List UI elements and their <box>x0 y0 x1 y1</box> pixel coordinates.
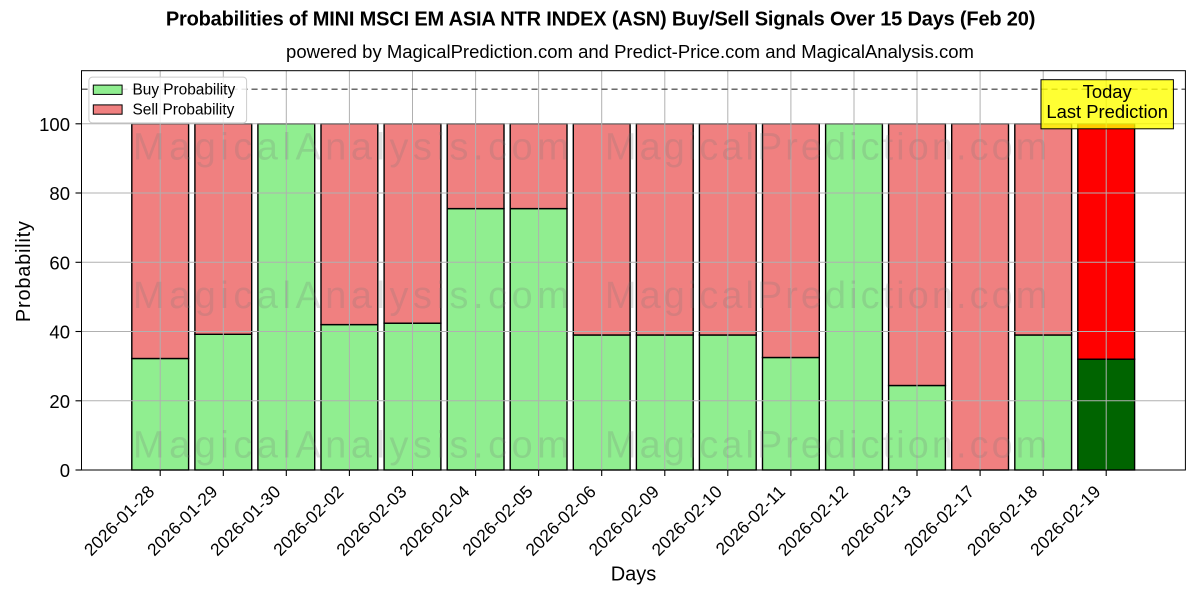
svg-text:40: 40 <box>49 322 70 343</box>
svg-text:20: 20 <box>49 391 70 412</box>
svg-text:MagicalPrediction.com: MagicalPrediction.com <box>605 127 1050 169</box>
svg-text:MagicalPrediction.com: MagicalPrediction.com <box>605 425 1050 467</box>
svg-text:Today: Today <box>1083 81 1133 102</box>
svg-text:Probabilities of MINI MSCI EM: Probabilities of MINI MSCI EM ASIA NTR I… <box>166 9 1035 31</box>
svg-text:Days: Days <box>611 564 657 586</box>
svg-text:Probability: Probability <box>13 220 35 322</box>
svg-text:Buy Probability: Buy Probability <box>133 82 236 99</box>
svg-text:MagicalAnalysis.com: MagicalAnalysis.com <box>133 425 573 467</box>
svg-text:Sell Probability: Sell Probability <box>133 102 235 119</box>
svg-text:Last Prediction: Last Prediction <box>1046 101 1168 122</box>
svg-text:100: 100 <box>39 114 70 135</box>
svg-text:80: 80 <box>49 183 70 204</box>
svg-text:60: 60 <box>49 252 70 273</box>
svg-text:MagicalPrediction.com: MagicalPrediction.com <box>605 275 1050 317</box>
svg-text:0: 0 <box>60 460 70 481</box>
svg-text:MagicalAnalysis.com: MagicalAnalysis.com <box>133 275 573 317</box>
svg-text:MagicalAnalysis.com: MagicalAnalysis.com <box>133 127 573 169</box>
svg-text:powered by MagicalPrediction.c: powered by MagicalPrediction.com and Pre… <box>286 41 974 62</box>
